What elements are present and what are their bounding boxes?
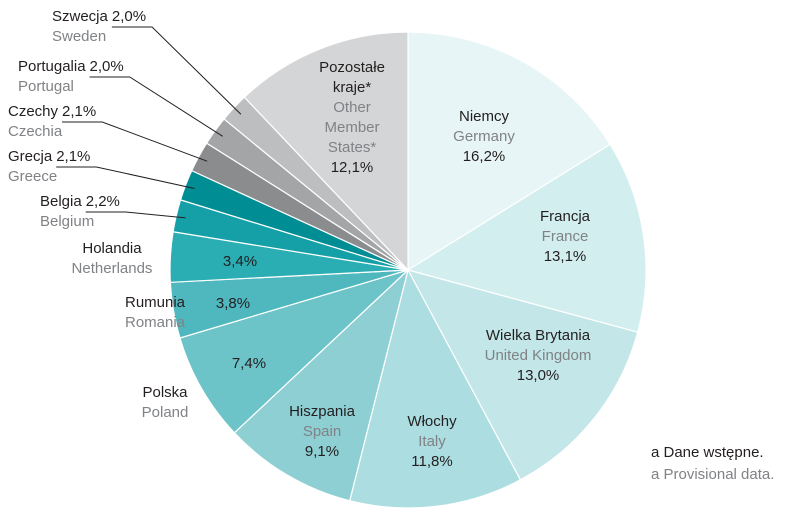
slice-label: Polska Poland [142, 383, 189, 423]
category-label-en: Netherlands [71, 260, 153, 277]
slice-label: Pozostałe kraje* Other Member States* 12,1… [312, 58, 392, 178]
category-label: Niemcy [458, 108, 509, 125]
value-label: 2,0% [89, 58, 124, 75]
category-label: Rumunia [124, 294, 186, 311]
category-label-en: Belgium [40, 213, 95, 230]
slice-label: Niemcy Germany 16,2% [453, 107, 515, 167]
category-label-en: Portugal [18, 78, 74, 95]
value-label: 11,8% [411, 453, 453, 470]
category-label-en: Czechia [8, 123, 63, 140]
value-label: 12,1% [330, 159, 374, 176]
value-label: 2,1% [62, 103, 97, 120]
category-label: Wielka Brytania [485, 327, 591, 344]
slice-label: Rumunia Romania [125, 293, 185, 333]
slice-label: Wielka Brytania United Kingdom 13,0% [485, 326, 592, 386]
label-row: Szwecja 2,0% [52, 7, 146, 27]
value-label: 2,2% [85, 193, 120, 210]
slice-label: Włochy Italy 11,8% [407, 412, 456, 472]
label-row: Portugalia 2,0% [18, 57, 124, 77]
value-label: 13,1% [543, 248, 587, 265]
value-box: 7,4% [232, 354, 266, 374]
slice-label: Szwecja 2,0% Sweden [52, 7, 146, 47]
leader-line [56, 166, 195, 189]
slice-label: Portugalia 2,0% Portugal [18, 57, 124, 97]
category-label: Hiszpania [289, 403, 355, 420]
slice-label: Hiszpania Spain 9,1% [289, 402, 355, 462]
label-row: Grecja 2,1% [8, 147, 90, 167]
category-label-en: Italy [418, 433, 446, 450]
pie-slice [243, 31, 409, 272]
slice-label: Grecja 2,1% Greece [8, 147, 90, 187]
slice-label: Belgia 2,2% Belgium [40, 192, 120, 232]
category-label-en: Other Member States* [324, 99, 380, 156]
label-row: Belgia 2,2% [40, 192, 120, 212]
pie-slice [406, 269, 639, 481]
pie-slice [406, 143, 647, 333]
category-label-en: Spain [302, 423, 342, 440]
slice-label: Holandia Netherlands [72, 239, 153, 279]
leader-line [89, 76, 223, 137]
value-label: 13,0% [516, 367, 560, 384]
category-label: Grecja [8, 148, 53, 165]
category-label-en: United Kingdom [484, 347, 592, 364]
category-label: Holandia [82, 240, 142, 257]
category-label: Czechy [8, 103, 59, 120]
category-label-en: Sweden [52, 28, 107, 45]
leader-line [62, 121, 208, 162]
note: a Provisional data. [651, 466, 775, 483]
category-label-en: Romania [124, 314, 186, 331]
category-label-en: Greece [8, 168, 58, 185]
value-label: 3,8% [215, 295, 251, 312]
value-box: 3,8% [216, 294, 250, 314]
pie-slice [233, 268, 410, 502]
note: a Dane wstępne. [651, 444, 764, 461]
slice-label: Czechy 2,1% Czechia [8, 102, 96, 142]
category-label-en: France [541, 228, 589, 245]
value-box: 3,4% [223, 252, 257, 272]
category-label: Pozostałe kraje* [319, 59, 385, 96]
pie-slice [348, 268, 522, 509]
value-label: 2,0% [111, 8, 147, 25]
category-label-en: Poland [141, 404, 189, 421]
category-label: Belgia [40, 193, 82, 210]
value-label: 2,1% [56, 148, 91, 165]
value-label: 9,1% [304, 443, 340, 460]
category-label: Szwecja [52, 8, 108, 25]
leader-line [85, 211, 186, 219]
category-label: Francja [539, 208, 591, 225]
pie-slice [179, 269, 409, 434]
leader-line [111, 26, 242, 115]
category-label: Włochy [407, 413, 457, 430]
value-label: 7,4% [231, 355, 267, 372]
value-label: 3,4% [222, 253, 258, 270]
label-row: Czechy 2,1% [8, 102, 96, 122]
pie-slice [407, 31, 611, 272]
slice-label: Francja France 13,1% [540, 207, 590, 267]
value-label: 16,2% [462, 148, 506, 165]
category-label: Polska [142, 384, 188, 401]
category-label: Portugalia [18, 58, 86, 75]
category-label-en: Germany [453, 128, 515, 145]
